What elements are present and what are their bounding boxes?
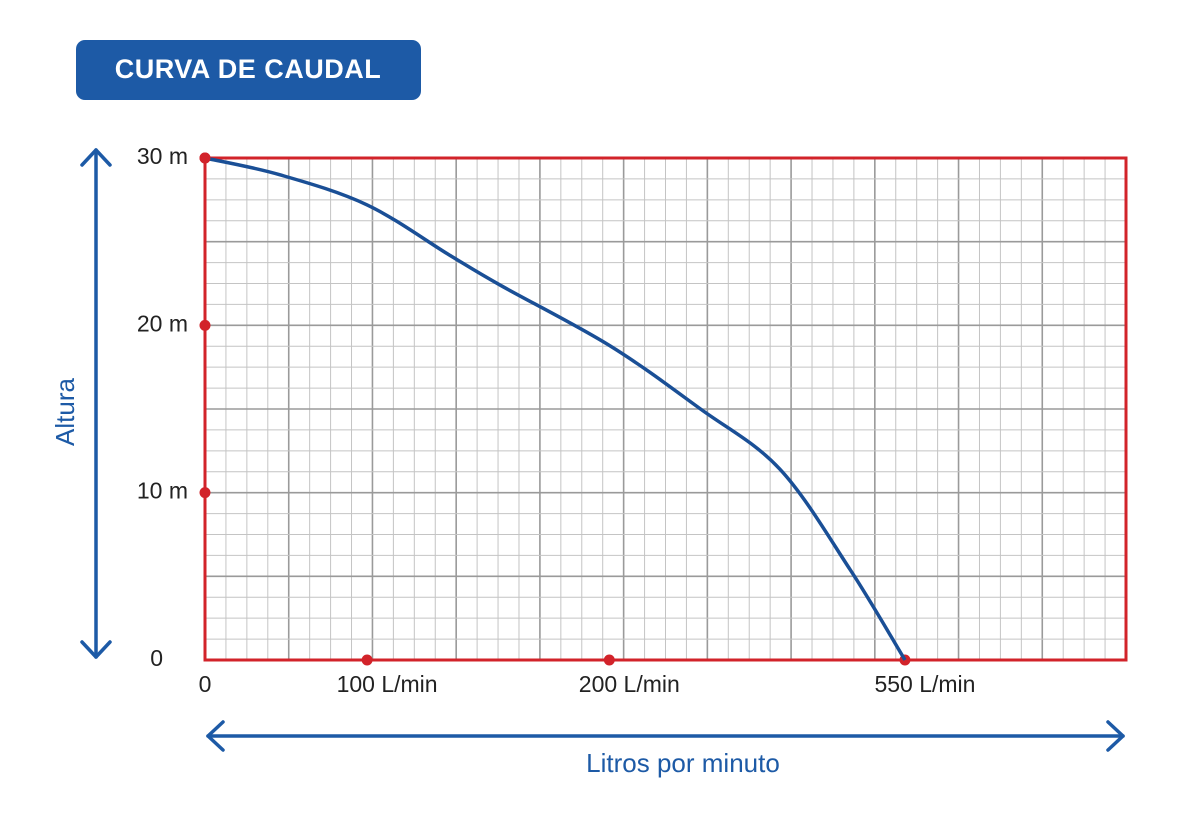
curve (204, 156, 907, 661)
y-axis-label: Altura (50, 378, 80, 446)
x-tick-label: 0 (199, 671, 212, 697)
x-axis-label: Litros por minuto (586, 748, 780, 778)
y-tick-dot (199, 487, 211, 499)
y-tick-label: 20 m (137, 310, 188, 336)
y-tick-label: 0 (150, 645, 163, 671)
x-tick-dot (603, 654, 615, 666)
chart-title: CURVA DE CAUDAL (115, 54, 382, 84)
y-arrow (80, 148, 112, 659)
y-tick-label: 30 m (137, 143, 188, 169)
x-arrow (206, 720, 1125, 752)
origin-dot (199, 152, 211, 164)
x-tick-dot (361, 654, 373, 666)
x-tick-label: 200 L/min (579, 671, 680, 697)
plot-frame (203, 156, 1128, 662)
title-badge (76, 40, 421, 100)
y-tick-label: 10 m (137, 478, 188, 504)
x-tick-label: 550 L/min (874, 671, 975, 697)
y-tick-dot (199, 319, 211, 331)
x-tick-label: 100 L/min (337, 671, 438, 697)
grid (205, 158, 1126, 660)
